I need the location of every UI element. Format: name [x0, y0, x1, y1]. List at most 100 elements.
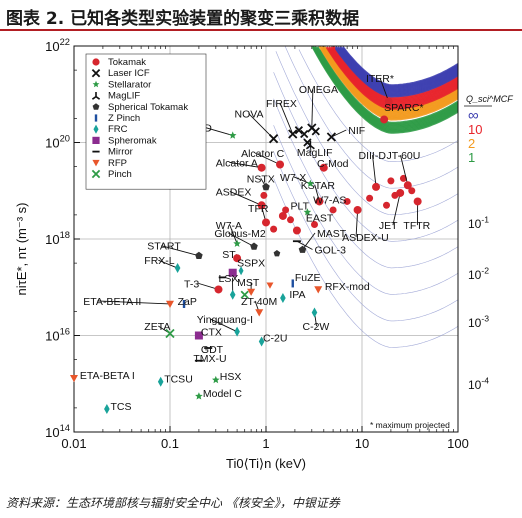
x-axis-title: Ti0⟨Ti⟩n (keV)	[226, 456, 306, 471]
data-label: LSX	[218, 273, 238, 285]
legend-label: Mirror	[108, 147, 133, 158]
data-point	[288, 129, 298, 139]
data-point	[278, 211, 287, 220]
data-point	[315, 197, 324, 206]
leader-line	[379, 77, 390, 102]
data-point	[353, 205, 362, 214]
data-label: W7-AS	[313, 194, 346, 206]
leader-line	[302, 232, 316, 250]
leader-line	[229, 191, 262, 206]
leader-line	[158, 259, 178, 269]
data-point	[287, 216, 295, 224]
data-point	[292, 226, 301, 235]
data-label: Globus-M2	[214, 228, 266, 240]
q-legend-value: ∞	[468, 107, 479, 124]
data-label: MagLIF	[297, 147, 333, 159]
leader-line	[210, 318, 238, 333]
data-point	[247, 288, 256, 296]
data-label: CTX	[201, 327, 222, 339]
data-point	[228, 268, 237, 277]
data-label: FuZE	[295, 272, 321, 284]
data-point	[270, 225, 278, 233]
data-point	[329, 206, 337, 214]
data-label: NSTX	[247, 173, 275, 185]
legend-label: Z Pinch	[108, 113, 140, 124]
right-tick-label: 10-3	[468, 314, 489, 330]
leader-line	[229, 161, 262, 169]
data-point	[174, 263, 181, 274]
leader-line	[204, 126, 233, 136]
data-point	[305, 140, 315, 150]
data-label: EAST	[306, 213, 334, 225]
x-tick-label: 1	[262, 436, 269, 451]
data-point	[104, 403, 110, 414]
data-label: RFX-mod	[325, 281, 370, 293]
q-contour-1	[318, 49, 459, 124]
data-point	[300, 129, 309, 139]
data-point	[255, 309, 264, 317]
data-label: W7-A	[216, 220, 242, 232]
data-point	[194, 331, 203, 340]
data-point	[291, 279, 294, 288]
q-legend-value: 10	[468, 122, 482, 137]
data-point	[383, 201, 391, 209]
q-contour-faint	[273, 125, 459, 295]
data-label: NIF	[348, 125, 365, 137]
leader-line	[355, 209, 359, 238]
data-point	[294, 126, 304, 135]
data-label: FIREX	[266, 98, 297, 110]
legend-label: Stellarator	[108, 79, 151, 90]
data-point	[306, 179, 315, 187]
data-point	[257, 201, 266, 210]
data-label: TFTR	[403, 220, 430, 232]
data-label: GOL-3	[314, 245, 346, 257]
legend-label: Spheromak	[108, 135, 157, 146]
data-point	[384, 97, 393, 106]
data-label: ZaP	[178, 296, 197, 308]
y-tick-label: 1016	[45, 327, 70, 344]
leader-line	[392, 192, 401, 226]
data-point	[233, 239, 241, 247]
data-label: PLT	[291, 200, 310, 212]
legend-label: FRC	[108, 124, 128, 135]
data-point	[229, 289, 236, 300]
x-tick-label: 10	[355, 436, 369, 451]
data-point	[273, 250, 281, 257]
q-legend-value: 2	[468, 136, 475, 151]
legend-label: RFP	[108, 158, 127, 169]
data-label: MAST	[317, 228, 347, 240]
data-point	[195, 392, 203, 400]
data-point	[326, 132, 337, 142]
leader-line	[97, 300, 171, 305]
data-point	[366, 194, 374, 202]
q-contour-faint	[284, 46, 459, 189]
legend-marker	[91, 92, 101, 100]
data-label: Model C	[203, 388, 243, 400]
data-point	[257, 163, 266, 172]
q-contour-ignition	[342, 46, 459, 87]
data-label: ETA-BETA I	[80, 370, 135, 382]
data-point	[372, 182, 381, 191]
leader-line	[229, 224, 238, 244]
legend-marker	[91, 169, 101, 179]
data-point	[396, 188, 405, 197]
data-label: GDT	[201, 344, 224, 356]
data-label: TFR	[248, 203, 269, 215]
data-label: TMX-U	[193, 353, 226, 365]
data-label: SSPX	[237, 257, 265, 269]
data-label: T-3	[184, 278, 199, 290]
leader-line	[228, 232, 255, 247]
data-point	[276, 160, 285, 169]
data-label: JT-60U	[387, 150, 421, 162]
data-label: IPA	[289, 289, 305, 301]
data-point	[262, 182, 270, 191]
data-point	[218, 276, 226, 279]
data-point	[258, 336, 265, 347]
data-point	[298, 245, 307, 253]
data-point	[311, 307, 318, 318]
legend-label: Spherical Tokamak	[108, 102, 188, 113]
legend-marker	[93, 124, 99, 134]
data-point	[250, 242, 258, 250]
data-point	[238, 266, 244, 276]
data-label: ITER*	[366, 73, 394, 85]
